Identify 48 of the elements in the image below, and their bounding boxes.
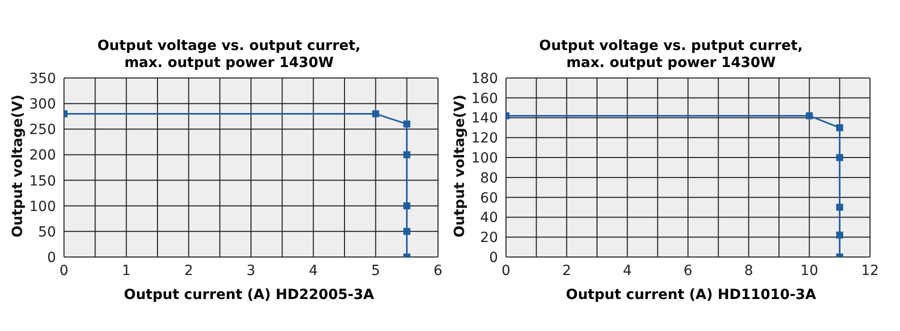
y-tick-label: 60	[480, 190, 498, 206]
x-tick-label: 3	[246, 262, 256, 279]
x-axis-title: Output current (A) HD11010-3A	[564, 287, 818, 303]
y-tick-label: 160	[471, 90, 498, 107]
y-tick-label: 350	[29, 70, 56, 87]
point	[806, 112, 813, 120]
y-tick-label: 0	[47, 250, 56, 266]
point	[836, 124, 844, 132]
y-tick-label: 20	[480, 230, 498, 246]
y-tick-label: 40	[480, 210, 498, 226]
y-tick-label: 100	[471, 150, 498, 167]
y-tick-label: 80	[480, 170, 498, 186]
x-axis-title: Output current (A) HD22005-3A	[122, 287, 376, 303]
point	[836, 204, 844, 211]
x-tick-label: 4	[308, 262, 318, 279]
x-tick-label: 1	[122, 262, 131, 279]
y-tick-label: 300	[29, 96, 56, 113]
y-tick-label: 100	[29, 198, 56, 215]
point	[372, 110, 380, 118]
point	[403, 228, 410, 235]
y-tick-label: 50	[38, 224, 56, 240]
x-tick-label: 12	[861, 262, 879, 279]
x-tick-label: 8	[744, 262, 754, 279]
y-tick-label: 180	[471, 70, 498, 87]
x-tick-label: 6	[684, 262, 693, 279]
point	[403, 151, 410, 158]
chart-title: Output voltage vs. output curret, max. output power 1430W	[96, 37, 362, 71]
x-tick-label: 2	[562, 262, 572, 279]
y-axis-title: Output voltage(V)	[10, 94, 26, 238]
x-tick-label: 4	[622, 262, 632, 279]
y-tick-label: 120	[471, 130, 498, 147]
y-tick-label: 140	[471, 110, 498, 127]
x-tick-label: 10	[800, 262, 818, 279]
point	[836, 154, 844, 162]
x-tick-label: 2	[184, 262, 194, 279]
point	[403, 120, 410, 128]
y-tick-label: 250	[29, 122, 56, 138]
y-tick-label: 150	[29, 173, 56, 190]
y-axis-title: Output voltage(V)	[452, 94, 468, 238]
x-tick-label: 0	[502, 262, 510, 279]
point	[836, 232, 844, 239]
x-tick-label: 0	[60, 262, 68, 279]
point	[403, 202, 410, 210]
y-tick-label: 200	[29, 148, 56, 164]
x-tick-label: 5	[371, 262, 380, 279]
y-tick-label: 0	[489, 250, 498, 266]
chart-title: Output voltage vs. putput curret, max. output power 1430W	[538, 37, 804, 71]
x-tick-label: 6	[434, 262, 443, 279]
